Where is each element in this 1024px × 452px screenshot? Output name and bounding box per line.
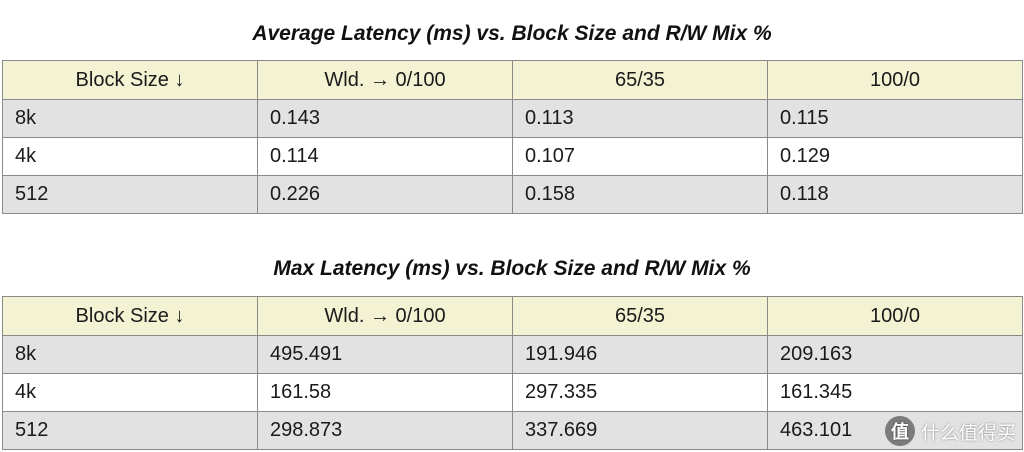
table-cell: 0.143 <box>257 99 513 138</box>
avg-latency-title: Average Latency (ms) vs. Block Size and … <box>252 22 772 45</box>
table-cell: 161.345 <box>767 373 1023 412</box>
watermark-text: 什么值得买 <box>920 421 1016 444</box>
table-cell: 161.58 <box>257 373 513 412</box>
table-row: 4k 161.58 297.335 161.345 <box>2 373 1023 412</box>
row-label: 512 <box>2 411 258 450</box>
row-label: 8k <box>2 99 258 138</box>
table-cell: 0.114 <box>257 137 513 176</box>
table-cell: 0.115 <box>767 99 1023 138</box>
table-cell: 0.118 <box>767 175 1023 214</box>
row-label: 512 <box>2 175 258 214</box>
table-cell: 0.226 <box>257 175 513 214</box>
table-cell: 0.158 <box>512 175 768 214</box>
column-header-block-size: Block Size ↓ <box>2 60 258 100</box>
max-latency-title: Max Latency (ms) vs. Block Size and R/W … <box>273 257 751 280</box>
table-cell: 495.491 <box>257 335 513 374</box>
column-header-100-0: 100/0 <box>767 60 1023 100</box>
row-label: 4k <box>2 373 258 412</box>
table-cell: 297.335 <box>512 373 768 412</box>
watermark: 值 什么值得买 <box>884 416 1016 446</box>
row-label: 8k <box>2 335 258 374</box>
table-row: 8k 495.491 191.946 209.163 <box>2 335 1023 374</box>
table-cell: 298.873 <box>257 411 513 450</box>
column-header-65-35: 65/35 <box>512 60 768 100</box>
table-cell: 337.669 <box>512 411 768 450</box>
header-row: Block Size ↓ Wld. → 0/100 65/35 100/0 <box>2 60 1023 100</box>
column-header-0-100: Wld. → 0/100 <box>257 60 513 100</box>
avg-latency-table: Block Size ↓ Wld. → 0/100 65/35 100/0 8k… <box>2 60 1023 214</box>
table-cell: 0.129 <box>767 137 1023 176</box>
table-cell: 0.107 <box>512 137 768 176</box>
column-header-65-35: 65/35 <box>512 296 768 336</box>
table-cell: 0.113 <box>512 99 768 138</box>
zhi-icon: 值 <box>884 416 915 446</box>
table-row: 4k 0.114 0.107 0.129 <box>2 137 1023 176</box>
column-header-100-0: 100/0 <box>767 296 1023 336</box>
column-header-block-size: Block Size ↓ <box>2 296 258 336</box>
table-cell: 191.946 <box>512 335 768 374</box>
row-label: 4k <box>2 137 258 176</box>
column-header-0-100: Wld. → 0/100 <box>257 296 513 336</box>
table-row: 512 0.226 0.158 0.118 <box>2 175 1023 214</box>
max-latency-table: Block Size ↓ Wld. → 0/100 65/35 100/0 8k… <box>2 296 1023 450</box>
header-row: Block Size ↓ Wld. → 0/100 65/35 100/0 <box>2 296 1023 336</box>
table-row: 512 298.873 337.669 463.101 <box>2 411 1023 450</box>
table-row: 8k 0.143 0.113 0.115 <box>2 99 1023 138</box>
table-cell: 209.163 <box>767 335 1023 374</box>
